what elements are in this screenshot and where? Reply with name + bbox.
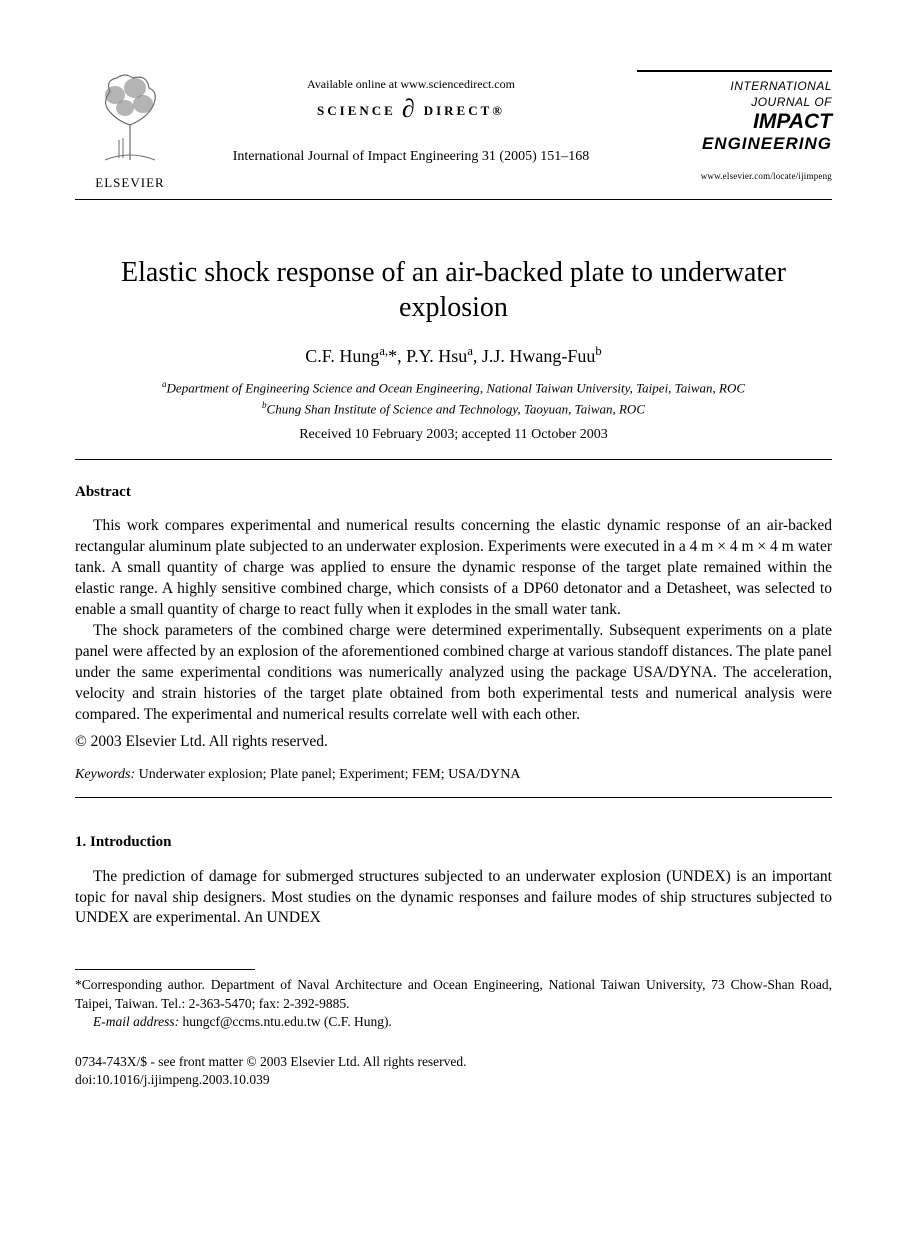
header-center: Available online at www.sciencedirect.co…: [185, 70, 637, 167]
elsevier-tree-icon: [85, 70, 175, 165]
journal-title-box: INTERNATIONAL JOURNAL OF IMPACT ENGINEER…: [637, 70, 832, 183]
author-1-affil: a,: [379, 344, 388, 358]
footnote-rule: [75, 969, 255, 970]
abstract-copyright: © 2003 Elsevier Ltd. All rights reserved…: [75, 732, 832, 753]
affil-b-text: Chung Shan Institute of Science and Tech…: [267, 402, 645, 417]
journal-box-line4: ENGINEERING: [637, 133, 832, 156]
author-1: C.F. Hung: [305, 346, 379, 366]
section-1-heading: 1. Introduction: [75, 832, 832, 852]
doi-line: doi:10.1016/j.ijimpeng.2003.10.039: [75, 1071, 832, 1089]
front-matter-line: 0734-743X/$ - see front matter © 2003 El…: [75, 1053, 832, 1071]
abstract-para-2: The shock parameters of the combined cha…: [75, 621, 832, 726]
author-2: , P.Y. Hsu: [397, 346, 467, 366]
abstract-para-1: This work compares experimental and nume…: [75, 516, 832, 621]
keywords-label: Keywords:: [75, 767, 135, 782]
keywords-text: Underwater explosion; Plate panel; Exper…: [135, 767, 520, 782]
available-online-text: Available online at www.sciencedirect.co…: [185, 76, 637, 92]
publisher-logo-block: ELSEVIER: [75, 70, 185, 191]
journal-box-line3: IMPACT: [637, 110, 832, 133]
abstract-heading: Abstract: [75, 482, 832, 502]
sd-text-right: DIRECT®: [424, 102, 505, 120]
affil-a-text: Department of Engineering Science and Oc…: [167, 381, 745, 396]
journal-box-line2: JOURNAL OF: [637, 94, 832, 110]
section-1-para-1: The prediction of damage for submerged s…: [75, 867, 832, 930]
email-value: hungcf@ccms.ntu.edu.tw (C.F. Hung).: [179, 1014, 392, 1029]
title-rule: [75, 459, 832, 460]
affiliation-b: bChung Shan Institute of Science and Tec…: [75, 399, 832, 418]
author-3: , J.J. Hwang-Fuu: [473, 346, 596, 366]
journal-citation: International Journal of Impact Engineer…: [185, 148, 637, 167]
corresponding-text: *Corresponding author. Department of Nav…: [75, 977, 832, 1010]
authors-line: C.F. Hunga,*, P.Y. Hsua, J.J. Hwang-Fuub: [75, 343, 832, 368]
email-footnote: E-mail address: hungcf@ccms.ntu.edu.tw (…: [75, 1013, 832, 1031]
journal-box-line1: INTERNATIONAL: [637, 78, 832, 94]
affiliation-a: aDepartment of Engineering Science and O…: [75, 378, 832, 397]
abstract-rule: [75, 797, 832, 798]
article-dates: Received 10 February 2003; accepted 11 O…: [75, 426, 832, 445]
sciencedirect-logo: SCIENCE ∂ DIRECT®: [317, 102, 505, 120]
author-3-affil: b: [595, 344, 601, 358]
keywords-line: Keywords: Underwater explosion; Plate pa…: [75, 766, 832, 785]
publisher-name: ELSEVIER: [75, 174, 185, 192]
front-matter-block: 0734-743X/$ - see front matter © 2003 El…: [75, 1053, 832, 1089]
email-label: E-mail address:: [93, 1014, 179, 1029]
page-header: ELSEVIER Available online at www.science…: [75, 70, 832, 191]
header-rule: [75, 199, 832, 200]
article-title: Elastic shock response of an air-backed …: [75, 255, 832, 325]
sd-swirl-icon: ∂: [400, 101, 420, 117]
journal-box-url: www.elsevier.com/locate/ijimpeng: [637, 170, 832, 182]
corresponding-star: *: [388, 346, 397, 366]
sd-text-left: SCIENCE: [317, 102, 396, 120]
corresponding-footnote: *Corresponding author. Department of Nav…: [75, 976, 832, 1012]
